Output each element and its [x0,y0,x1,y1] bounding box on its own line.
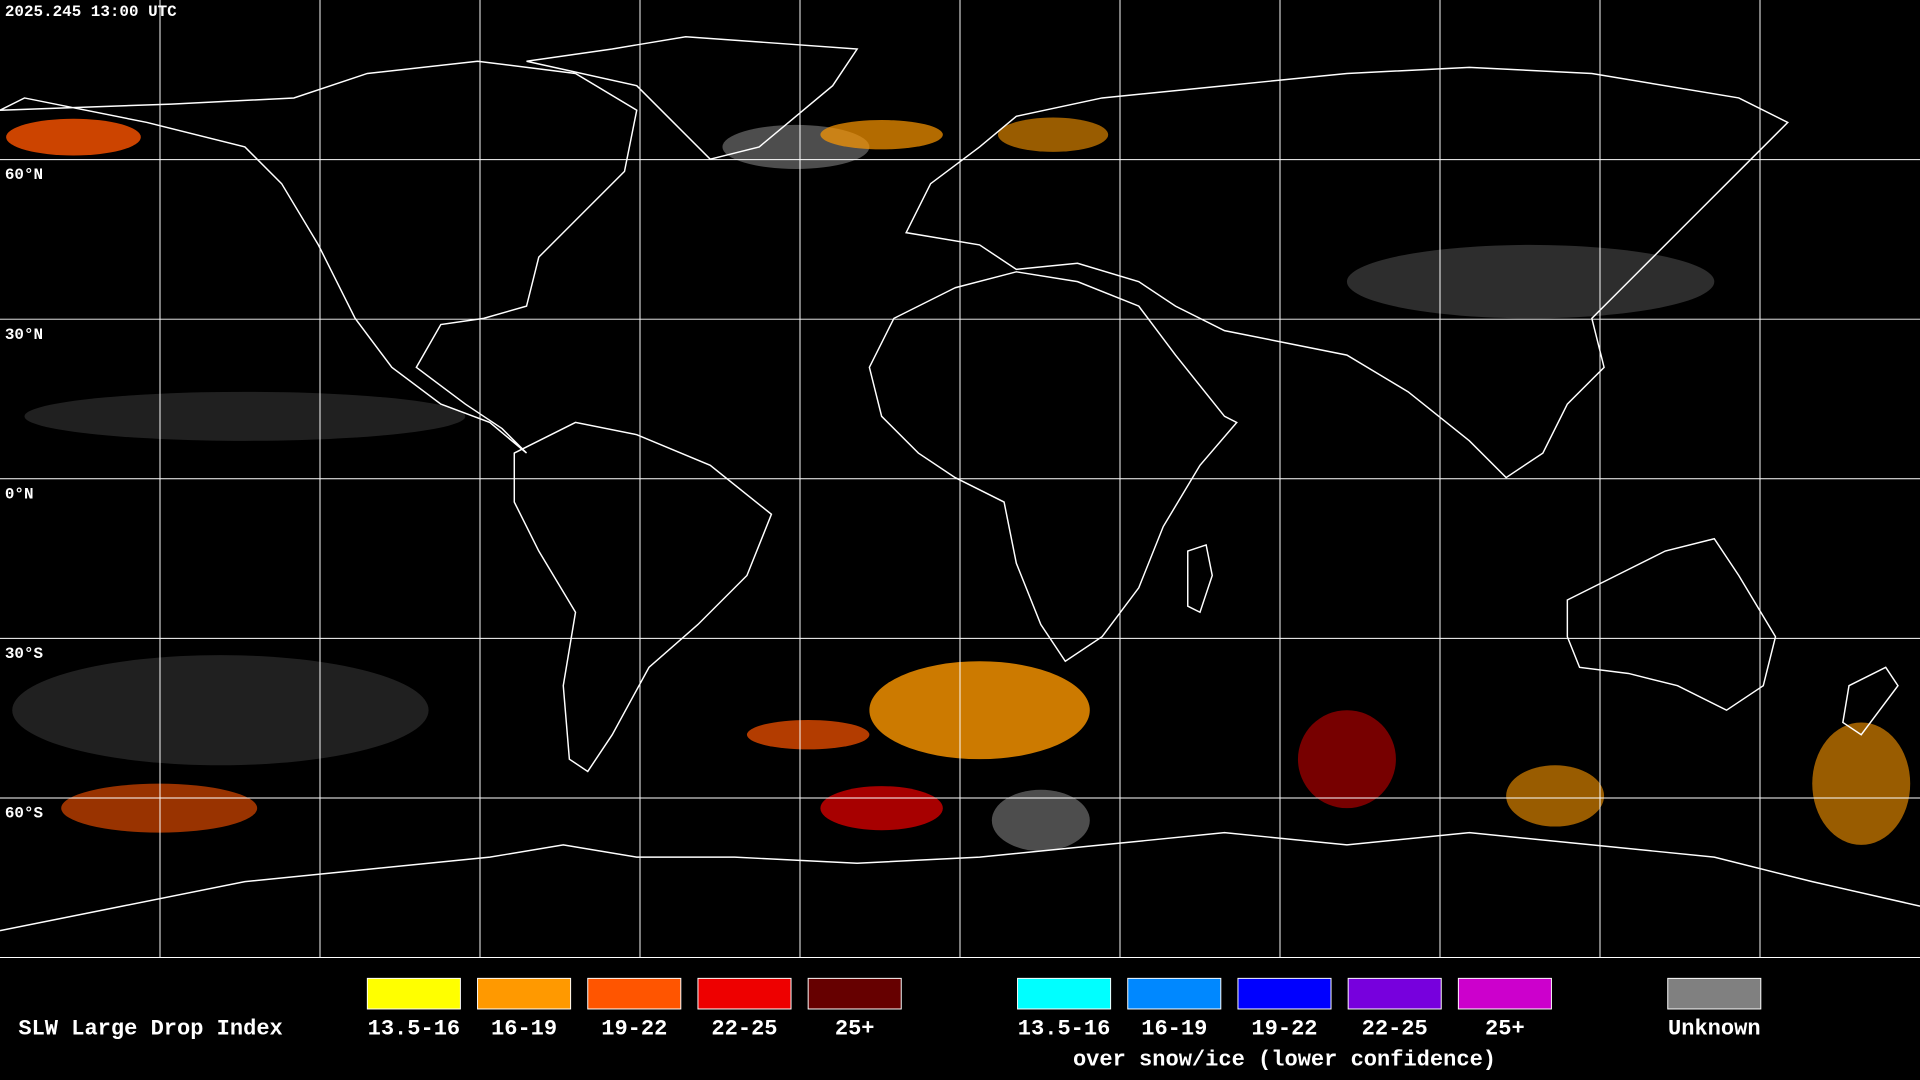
latitude-label: 30°N [5,326,43,344]
latitude-label: 60°N [5,166,43,184]
legend-label: 25+ [835,1017,875,1042]
legend-swatch [807,977,902,1010]
legend-swatch [1017,977,1112,1010]
legend-label: 13.5-16 [368,1017,461,1042]
coastlines [0,35,1920,932]
legend-swatch [1347,977,1442,1010]
legend-label: Unknown [1668,1017,1761,1042]
legend-label: 22-25 [1362,1017,1428,1042]
timestamp: 2025.245 13:00 UTC [5,3,177,21]
legend-label: 13.5-16 [1018,1017,1111,1042]
legend-label: 16-19 [491,1017,557,1042]
legend-panel [0,957,1920,1080]
legend-swatch [1127,977,1222,1010]
legend-swatch [1237,977,1332,1010]
legend-label: 19-22 [601,1017,667,1042]
legend-label: 25+ [1485,1017,1525,1042]
legend-label: 22-25 [711,1017,777,1042]
legend-swatch [1667,977,1762,1010]
latitude-label: 60°S [5,805,44,823]
legend-swatch [477,977,572,1010]
legend-swatch [697,977,792,1010]
legend-caption: over snow/ice (lower confidence) [1073,1047,1496,1072]
legend-swatch [366,977,461,1010]
cloud-patches [6,117,1911,852]
graticule [0,0,1920,958]
latitude-label: 0°N [5,485,34,503]
latitude-label: 30°S [5,645,44,663]
legend-swatch [587,977,682,1010]
legend-label: 19-22 [1251,1017,1317,1042]
legend-label: 16-19 [1141,1017,1207,1042]
legend-title: SLW Large Drop Index [18,1017,282,1042]
legend-swatch [1457,977,1552,1010]
